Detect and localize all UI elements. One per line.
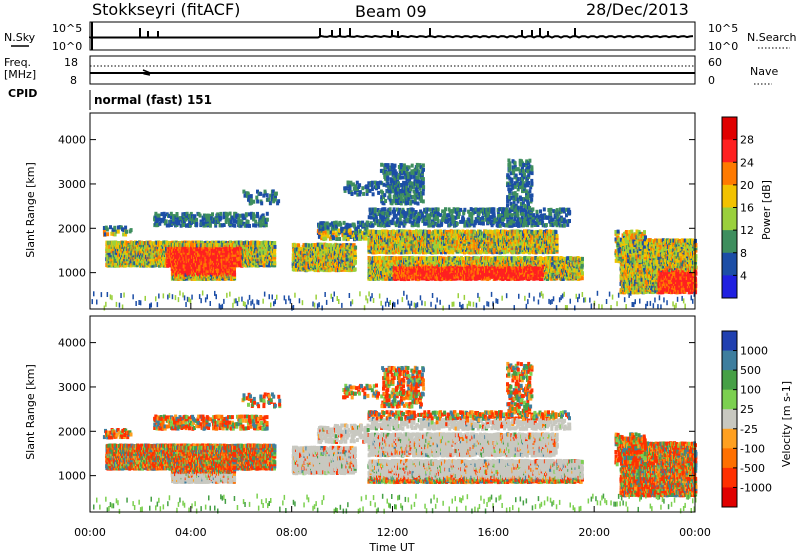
noise-left-tick-top: 10^5 — [52, 22, 82, 35]
noise-left-tick-bottom: 10^0 — [52, 40, 82, 53]
x-tick-label: 08:00 — [276, 526, 308, 539]
y-tick-label: 4000 — [58, 134, 86, 147]
y-tick-label: 3000 — [58, 178, 86, 191]
x-tick-label: 04:00 — [175, 526, 207, 539]
x-tick-label: 00:00 — [74, 526, 106, 539]
noise-panel: N.Sky 10^5 10^0 10^5 10^0 N.Search — [4, 22, 797, 53]
velocity-ylabel: Slant Range [km] — [24, 364, 37, 460]
colorbar-tick: -1000 — [740, 481, 772, 494]
nave-tick-bottom: 0 — [708, 74, 715, 87]
y-tick-label: 3000 — [58, 381, 86, 394]
colorbar-tick: 12 — [740, 224, 754, 237]
noise-right-tick-top: 10^5 — [708, 22, 738, 35]
x-tick-label: 16:00 — [477, 526, 509, 539]
colorbar-tick: 24 — [740, 156, 754, 169]
colorbar-tick: 20 — [740, 179, 754, 192]
x-tick-label: 20:00 — [578, 526, 610, 539]
velocity-heatmap — [93, 362, 698, 514]
y-tick-label: 1000 — [58, 470, 86, 483]
y-tick-label: 2000 — [58, 425, 86, 438]
freq-unit-label: [MHz] — [4, 68, 36, 81]
station-title: Stokkseyri (fitACF) — [92, 0, 240, 19]
noise-right-tick-bottom: 10^0 — [708, 40, 738, 53]
colorbar-tick: -25 — [740, 423, 758, 436]
noise-search-label: N.Search — [747, 31, 797, 44]
power-colorbar: 28 24 20 16 12 8 4 — [722, 117, 754, 299]
freq-tick-top: 18 — [64, 56, 78, 69]
velocity-colorbar: 1000 500 100 25 -25 -100 -500 -1000 — [722, 331, 772, 508]
beam-label: Beam 09 — [355, 2, 427, 21]
colorbar-tick: 100 — [740, 384, 761, 397]
y-tick-label: 1000 — [58, 267, 86, 280]
cpid-value: normal (fast) 151 — [94, 93, 212, 107]
freq-tick-bottom: 8 — [70, 74, 77, 87]
velocity-colorbar-label: Velocity [m s-1] — [780, 381, 793, 467]
x-tick-label: 12:00 — [377, 526, 409, 539]
noise-sky-trace — [90, 22, 693, 50]
colorbar-tick: 8 — [740, 247, 747, 260]
colorbar-tick: 500 — [740, 364, 761, 377]
frequency-panel: Freq. [MHz] 18 8 60 0 Nave CPID normal (… — [4, 56, 778, 110]
colorbar-tick: -500 — [740, 462, 765, 475]
time-xlabel: Time UT — [368, 541, 414, 554]
nave-tick-top: 60 — [708, 56, 722, 69]
colorbar-tick: 25 — [740, 403, 754, 416]
power-colorbar-label: Power [dB] — [760, 180, 773, 240]
date-label: 28/Dec/2013 — [586, 0, 689, 19]
colorbar-tick: -100 — [740, 442, 765, 455]
noise-sky-label: N.Sky — [4, 31, 36, 44]
velocity-panel: 1000 2000 3000 4000 Slant Range [km] 1000 50… — [24, 303, 793, 554]
colorbar-tick: 4 — [740, 269, 747, 282]
power-heatmap — [92, 159, 698, 311]
power-ylabel: Slant Range [km] — [24, 162, 37, 258]
nave-label: Nave — [750, 65, 778, 78]
power-panel: 1000 2000 3000 4000 Slant Range [km] 28 24 20… — [24, 113, 773, 311]
colorbar-tick: 16 — [740, 202, 754, 215]
colorbar-tick: 28 — [740, 134, 754, 147]
colorbar-tick: 1000 — [740, 345, 768, 358]
y-tick-label: 4000 — [58, 337, 86, 350]
x-tick-label: 00:00 — [679, 526, 711, 539]
cpid-label: CPID — [8, 87, 37, 100]
y-tick-label: 2000 — [58, 222, 86, 235]
